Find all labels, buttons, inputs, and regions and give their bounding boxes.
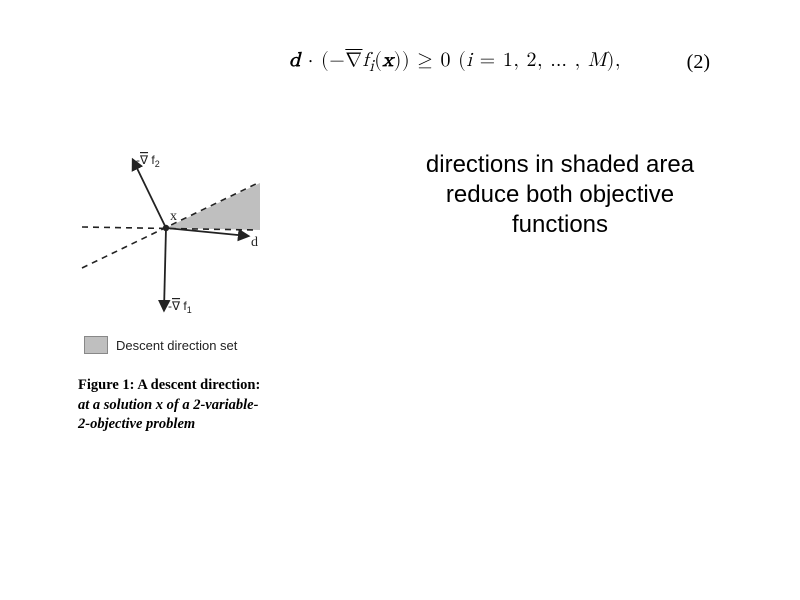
point-x [163, 225, 169, 231]
label-x: x [170, 209, 177, 224]
caption-body: at a solution x of a 2-variable-2-object… [78, 397, 258, 433]
equation-number: (2) [687, 51, 710, 74]
legend-label: Descent direction set [116, 338, 237, 353]
vector-grad-f1 [164, 228, 166, 310]
equation: d · (−∇fi(x)) ≥ 0 (i = 1, 2, … , M), [289, 48, 621, 77]
annotation-text: directions in shaded areareduce both obj… [350, 150, 770, 240]
label-grad-f1: -∇ f1 [168, 299, 192, 315]
shaded-cone [166, 183, 260, 230]
figure-block: -∇ f2 -∇ f1 d x Descent direction set Fi… [78, 150, 298, 435]
equation-row: d · (−∇fi(x)) ≥ 0 (i = 1, 2, … , M), (2) [0, 48, 800, 77]
legend-swatch [84, 336, 108, 354]
figure-caption: Figure 1: A descent direction: at a solu… [78, 376, 268, 435]
descent-direction-diagram: -∇ f2 -∇ f1 d x [78, 150, 278, 330]
page: d · (−∇fi(x)) ≥ 0 (i = 1, 2, … , M), (2)… [0, 0, 800, 600]
vector-grad-f2 [133, 160, 166, 228]
legend: Descent direction set [84, 336, 298, 354]
label-grad-f2: -∇ f2 [136, 153, 160, 169]
caption-lead: Figure 1: A descent direction: [78, 377, 260, 393]
label-d: d [251, 235, 258, 250]
